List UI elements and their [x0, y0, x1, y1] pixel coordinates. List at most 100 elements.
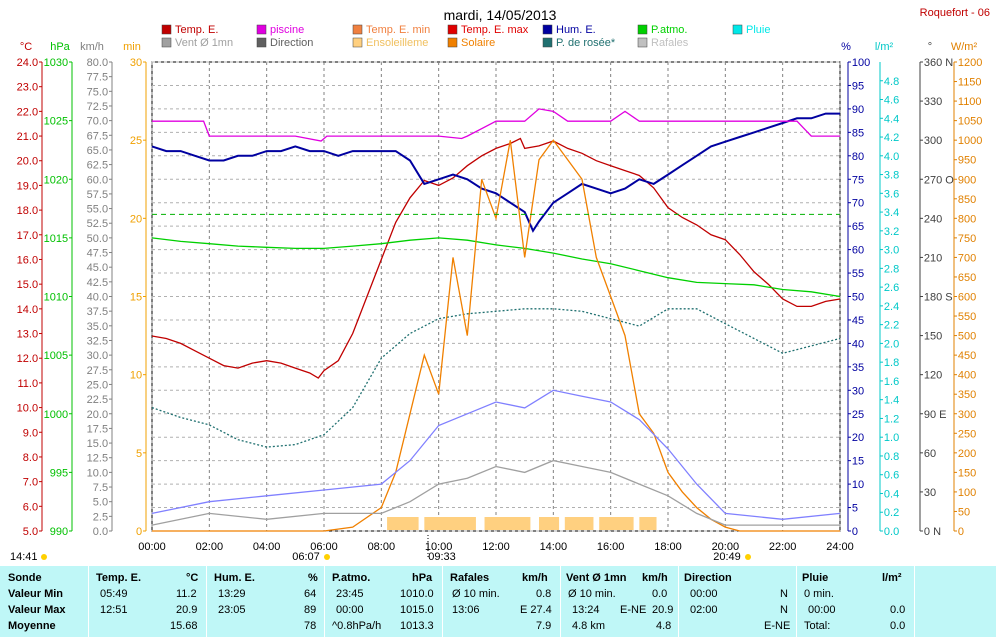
rain-tick-label: 4.2 — [884, 132, 899, 144]
series-rafales — [151, 389, 841, 520]
dir-value: N — [780, 604, 788, 616]
temp-tick-label: 9.0 — [23, 427, 38, 439]
minutes-unit-label: min — [123, 41, 141, 53]
temp-tick-label: 17.0 — [17, 230, 38, 242]
summary-row-min: Valeur Min 05:49 11.2 13:29 64 23:45 101… — [0, 586, 996, 603]
sun-icon — [41, 554, 47, 560]
wind-value: 4.8 — [656, 620, 672, 632]
chart-series — [151, 108, 841, 532]
direction-tick-label: 90 E — [924, 409, 947, 421]
solar-tick-label: 850 — [958, 194, 976, 206]
wind-unit-label: km/h — [80, 41, 104, 53]
press-time: 00:00 — [336, 604, 364, 616]
rain-value: 0.0 — [890, 620, 906, 632]
solar-tick-label: 700 — [958, 252, 976, 264]
row-label: Valeur Min — [8, 588, 64, 600]
sunshine-bar — [539, 517, 560, 530]
sunset-label: 20:49 — [713, 551, 741, 563]
sunrise-label: 06:07 — [292, 551, 320, 563]
temp-tick-label: 18.0 — [17, 205, 38, 217]
direction-tick-label: 180 S — [924, 292, 953, 304]
temp-tick-label: 21.0 — [17, 131, 38, 143]
rain-tick-label: 1.6 — [884, 376, 899, 388]
wind-tick-label: 70.0 — [87, 116, 108, 128]
series-p-atmo- — [151, 237, 841, 298]
humidity-tick-label: 40 — [852, 338, 864, 350]
direction-tick-label: 0 N — [924, 526, 941, 538]
press-value: 1010.0 — [400, 588, 434, 600]
rain-tick-label: 3.6 — [884, 188, 899, 200]
solar-tick-label: 200 — [958, 448, 976, 460]
direction-tick-label: 30 — [924, 487, 936, 499]
summary-header-row: Sonde Temp. E. °C Hum. E. % P.atmo. hPa … — [0, 570, 996, 587]
station-name: Roquefort - 06 — [920, 7, 990, 19]
series-vent-1mn — [151, 459, 840, 526]
rain-tick-label: 2.8 — [884, 263, 899, 275]
wind-tick-label: 10.0 — [87, 467, 108, 479]
rain-tick-label: 1.8 — [884, 357, 899, 369]
rain-tick-label: 3.8 — [884, 170, 899, 182]
pressure-tick-label: 1030 — [44, 57, 68, 69]
hum-value: 64 — [304, 588, 317, 600]
humidity-tick-label: 100 — [852, 57, 870, 69]
temp-tick-label: 19.0 — [17, 180, 38, 192]
wind-tick-label: 42.5 — [87, 277, 108, 289]
solar-tick-label: 400 — [958, 370, 976, 382]
rain-tick-label: 1.4 — [884, 395, 899, 407]
solar-tick-label: 1150 — [958, 77, 982, 89]
series-temp-e- — [151, 137, 841, 379]
humidity-tick-label: 30 — [852, 385, 864, 397]
solar-tick-label: 150 — [958, 467, 976, 479]
legend-label: P. de rosée* — [556, 37, 616, 49]
rain-tick-label: 2.2 — [884, 320, 899, 332]
x-tick-label: 08:00 — [368, 541, 396, 553]
left-time-label: 14:41 — [10, 551, 38, 563]
legend-swatch — [637, 24, 648, 35]
sunrise-icon — [324, 554, 330, 560]
temp-tick-label: 10.0 — [17, 403, 38, 415]
wind-tick-label: 37.5 — [87, 306, 108, 318]
solar-tick-label: 1200 — [958, 57, 982, 69]
x-tick-label: 20:00 — [712, 541, 740, 553]
pressure-tick-label: 1015 — [44, 233, 68, 245]
row-label: Valeur Max — [8, 604, 66, 616]
rain-tick-label: 4.4 — [884, 113, 899, 125]
temp-unit-label: °C — [20, 41, 32, 53]
legend-swatch — [256, 37, 267, 48]
direction-tick-label: 240 — [924, 213, 942, 225]
wind-tick-label: 47.5 — [87, 248, 108, 260]
series-hum-e- — [151, 112, 840, 233]
humidity-tick-label: 0 — [852, 526, 858, 538]
rain-tick-label: 0.4 — [884, 488, 899, 500]
temp-tick-label: 20.0 — [17, 156, 38, 168]
sunshine-bar — [424, 517, 476, 530]
wind-tick-label: 7.5 — [93, 482, 108, 494]
wind-tick-label: 35.0 — [87, 321, 108, 333]
wind-tick-label: 57.5 — [87, 189, 108, 201]
legend-swatch — [352, 24, 363, 35]
humidity-tick-label: 70 — [852, 198, 864, 210]
temp-unit: °C — [186, 572, 199, 584]
wind-tick-label: 55.0 — [87, 204, 108, 216]
temp-tick-label: 24.0 — [17, 57, 38, 69]
humidity-tick-label: 50 — [852, 292, 864, 304]
legend-swatch — [352, 37, 363, 48]
hum-unit: % — [308, 572, 318, 584]
minutes-tick-label: 5 — [136, 448, 142, 460]
wind-tick-label: 17.5 — [87, 423, 108, 435]
solar-tick-label: 0 — [958, 526, 964, 538]
solar-tick-label: 350 — [958, 389, 976, 401]
legend-label: Temp. E. — [175, 24, 218, 36]
x-tick-label: 00:00 — [138, 541, 166, 553]
wind-tick-label: 72.5 — [87, 101, 108, 113]
legend-swatch — [732, 24, 743, 35]
chart-title: mardi, 14/05/2013 — [444, 7, 557, 23]
hum-time: 13:29 — [218, 588, 246, 600]
humidity-tick-label: 15 — [852, 456, 864, 468]
direction-tick-label: 210 — [924, 252, 942, 264]
solar-tick-label: 550 — [958, 311, 976, 323]
wind-tick-label: 15.0 — [87, 438, 108, 450]
legend-swatch — [637, 37, 648, 48]
temp-tick-label: 5.0 — [23, 526, 38, 538]
solar-tick-label: 1000 — [958, 135, 982, 147]
